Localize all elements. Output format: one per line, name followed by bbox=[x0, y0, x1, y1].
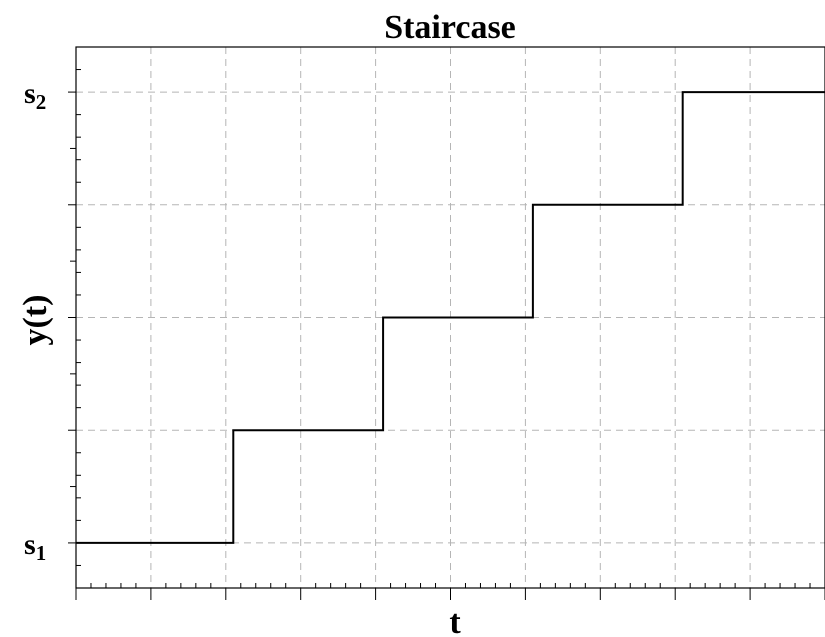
y-axis-label: y(t) bbox=[17, 295, 54, 346]
x-axis-label: t bbox=[449, 604, 461, 637]
axis-ticks bbox=[68, 46, 825, 600]
y-tick-label: s1 bbox=[24, 528, 46, 565]
chart-title: Staircase bbox=[384, 9, 516, 46]
y-tick-label: s2 bbox=[24, 77, 46, 114]
series-line bbox=[76, 91, 825, 544]
y-tick-labels: s1 s2 bbox=[24, 77, 46, 565]
